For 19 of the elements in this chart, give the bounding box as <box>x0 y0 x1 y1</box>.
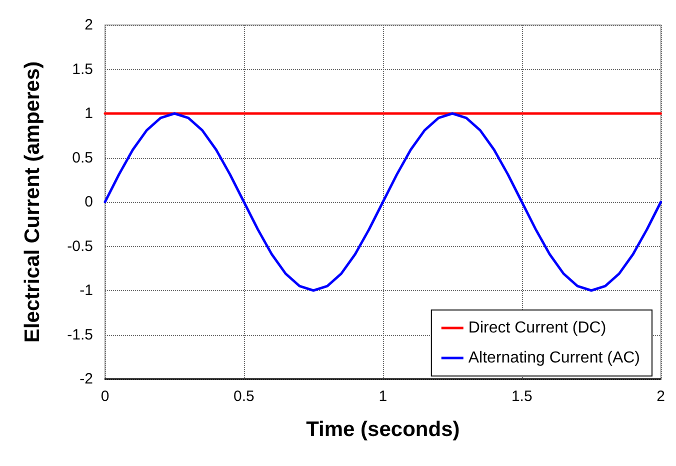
x-tick-label: 0.5 <box>234 388 254 405</box>
x-tick-label: 1 <box>378 388 388 405</box>
y-tick-label: 1.5 <box>72 60 93 78</box>
x-tick-label: 1.5 <box>511 388 532 405</box>
line-series <box>104 112 662 292</box>
y-axis-title: Electrical Current (amperes) <box>21 61 44 343</box>
y-tick-label: 0 <box>84 194 93 210</box>
x-axis-title: Time (seconds) <box>306 418 460 441</box>
x-tick-label: 0 <box>100 388 110 405</box>
legend-label: Alternating Current (AC) <box>468 350 640 366</box>
y-tick-label: -0.5 <box>67 238 93 255</box>
y-tick-label: 1 <box>84 105 93 122</box>
y-tick-label: 0.5 <box>72 149 93 166</box>
legend-label: Direct Current (DC) <box>468 320 606 336</box>
y-tick-label: -2 <box>80 370 93 388</box>
y-tick-label: -1 <box>80 282 93 299</box>
x-tick-label: 2 <box>656 388 665 405</box>
y-tick-label: 2 <box>84 16 93 34</box>
y-tick-label: -1.5 <box>67 326 93 344</box>
